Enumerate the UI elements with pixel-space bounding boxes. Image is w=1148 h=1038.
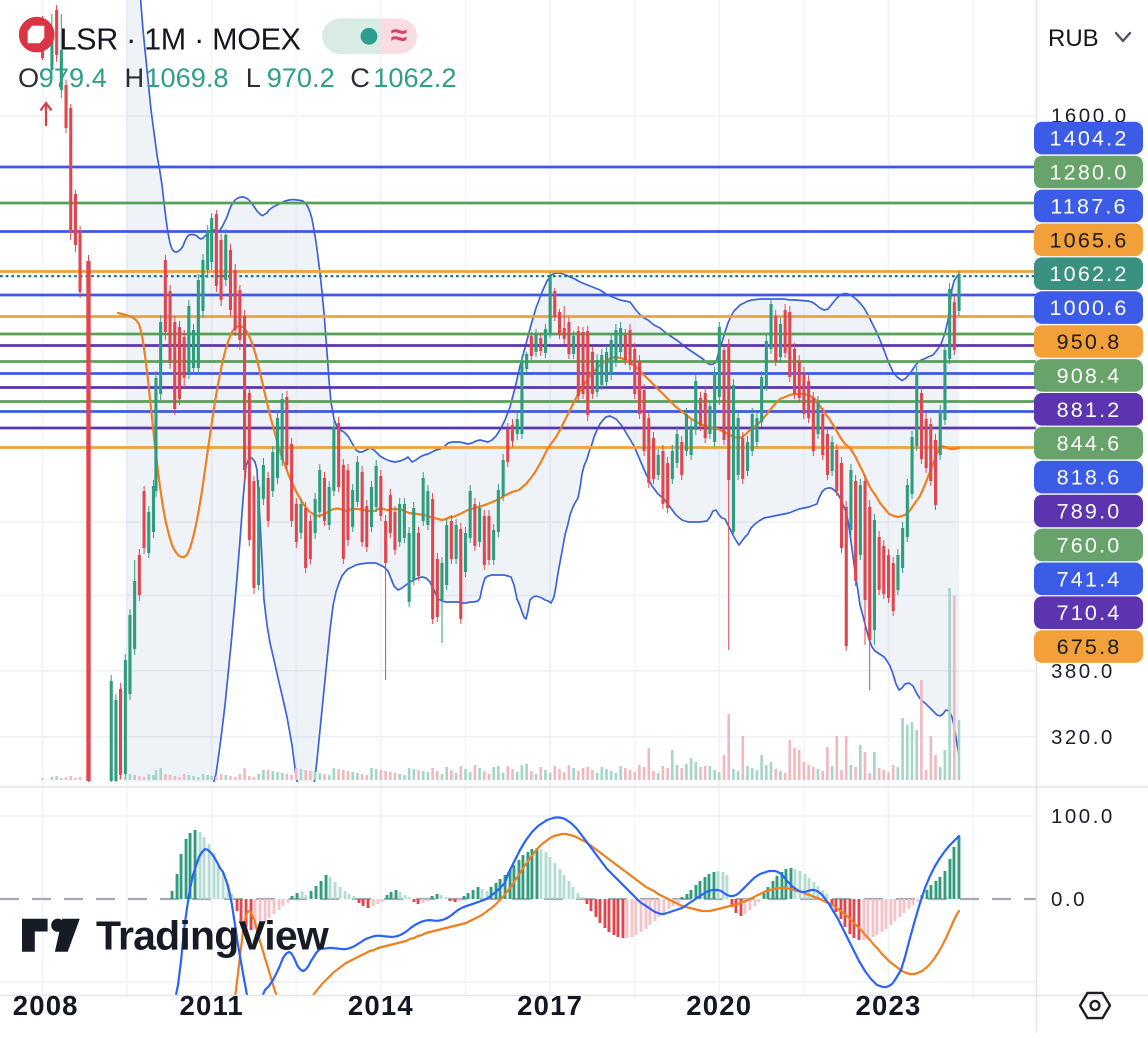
svg-text:789.0: 789.0	[1057, 500, 1122, 524]
svg-text:2014: 2014	[348, 990, 414, 1021]
svg-text:1069.8: 1069.8	[145, 62, 228, 93]
svg-text:2017: 2017	[517, 990, 583, 1021]
svg-text:1062.2: 1062.2	[373, 62, 456, 93]
svg-text:710.4: 710.4	[1057, 601, 1122, 625]
svg-text:2008: 2008	[13, 990, 79, 1021]
svg-text:L: L	[246, 62, 261, 93]
svg-text:979.4: 979.4	[39, 62, 107, 93]
svg-text:760.0: 760.0	[1057, 533, 1122, 557]
svg-text:380.0: 380.0	[1051, 660, 1115, 683]
svg-text:950.8: 950.8	[1057, 330, 1122, 354]
svg-text:100.0: 100.0	[1051, 805, 1115, 828]
svg-text:LSR · 1M · MOEX: LSR · 1M · MOEX	[60, 23, 301, 57]
svg-text:908.4: 908.4	[1057, 364, 1122, 388]
svg-text:970.2: 970.2	[267, 62, 335, 93]
svg-text:741.4: 741.4	[1057, 567, 1122, 591]
svg-text:≈: ≈	[391, 19, 407, 52]
svg-text:844.6: 844.6	[1057, 432, 1122, 456]
svg-text:TradingView: TradingView	[96, 913, 329, 959]
svg-text:1404.2: 1404.2	[1050, 127, 1129, 151]
svg-text:1062.2: 1062.2	[1050, 262, 1129, 286]
svg-text:2023: 2023	[856, 990, 922, 1021]
svg-text:1065.6: 1065.6	[1050, 228, 1129, 252]
svg-text:1187.6: 1187.6	[1050, 194, 1127, 218]
svg-text:2020: 2020	[686, 990, 752, 1021]
svg-text:1280.0: 1280.0	[1050, 161, 1129, 185]
svg-text:RUB: RUB	[1048, 25, 1099, 52]
svg-text:0.0: 0.0	[1051, 888, 1087, 911]
svg-text:320.0: 320.0	[1051, 726, 1115, 749]
svg-text:H: H	[125, 62, 145, 93]
svg-text:1000.6: 1000.6	[1050, 296, 1129, 320]
svg-text:818.6: 818.6	[1057, 466, 1122, 490]
svg-text:881.2: 881.2	[1057, 398, 1122, 422]
svg-text:2011: 2011	[179, 990, 243, 1021]
svg-text:C: C	[350, 62, 370, 93]
svg-text:O: O	[18, 62, 39, 93]
svg-text:675.8: 675.8	[1057, 635, 1122, 659]
svg-text:1600.0: 1600.0	[1051, 105, 1129, 128]
